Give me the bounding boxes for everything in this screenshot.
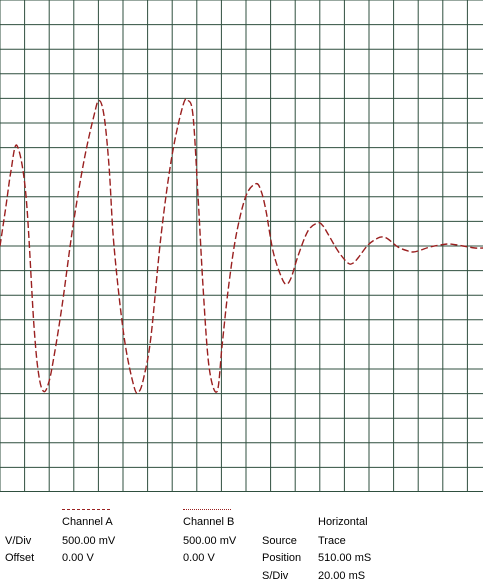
position-label: Position [262,552,302,564]
source-label: Source [262,535,297,547]
legend-channel-b: Channel B [183,516,235,528]
channel-b-vdiv-value: 500.00 mV [183,535,237,547]
legend-horizontal: Horizontal [318,516,368,528]
sdiv-value: 20.00 mS [318,570,366,582]
position-value: 510.00 mS [318,552,372,564]
vdiv-label: V/Div [5,535,32,547]
sdiv-label: S/Div [262,570,289,582]
channel-a-legend-swatch [62,509,110,510]
channel-a-offset-value: 0.00 V [62,552,94,564]
grid-lines [0,0,483,492]
legend-channel-a: Channel A [62,516,113,528]
source-value: Trace [318,535,346,547]
offset-label: Offset [5,552,35,564]
channel-a-vdiv-value: 500.00 mV [62,535,116,547]
channel-a-trace [0,98,483,394]
oscilloscope-display [0,0,483,492]
channel-b-offset-value: 0.00 V [183,552,215,564]
channel-b-legend-swatch [183,509,231,510]
